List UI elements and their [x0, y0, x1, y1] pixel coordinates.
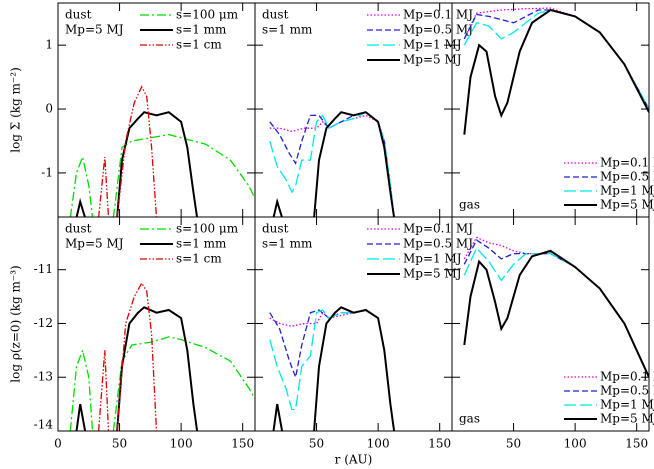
annotation: Mp=5 MJ [65, 23, 124, 37]
series-line [97, 281, 158, 431]
series-line [463, 8, 649, 135]
legend-label: s=1 cm [176, 252, 222, 266]
legend-label: s=1 mm [176, 237, 227, 251]
series-line [463, 236, 649, 378]
legend-label: s=1 mm [176, 23, 227, 37]
x-tick-label: 100 [564, 437, 587, 451]
x-tick-label: 0 [54, 437, 62, 451]
legend-label: Mp=1 MJ [600, 184, 654, 198]
series-line [269, 309, 395, 431]
y-tick-label: 1 [45, 38, 53, 52]
x-tick-label: 50 [309, 437, 324, 451]
annotation: gas [459, 412, 480, 426]
y-tick-label: -1 [41, 165, 53, 179]
x-tick-label: 150 [231, 437, 254, 451]
legend-label: Mp=0.5 MJ [600, 384, 654, 398]
legend-label: Mp=5 MJ [600, 412, 654, 426]
legend-label: Mp=1 MJ [600, 398, 654, 412]
series-line [75, 306, 199, 431]
x-tick-label: 100 [170, 437, 193, 451]
annotation: dust [65, 8, 92, 22]
y-tick-label: -11 [34, 262, 53, 276]
series-line [463, 247, 649, 378]
series-line [269, 309, 395, 431]
series-line [98, 85, 158, 217]
legend-label: s=1 cm [176, 38, 222, 52]
annotation: dust [262, 8, 289, 22]
y-tick-label: -14 [34, 418, 54, 432]
series-line [69, 336, 255, 431]
x-tick-label: 50 [506, 437, 521, 451]
annotation: dust [262, 222, 289, 236]
y-axis-label: log ρ(z=0) (kg m⁻³) [9, 265, 23, 382]
series-line [463, 249, 649, 378]
x-tick-label: 100 [367, 437, 390, 451]
y-tick-label: 0 [45, 102, 53, 116]
legend-label: Mp=5 MJ [600, 198, 654, 212]
annotation: gas [459, 198, 480, 212]
legend-label: Mp=0.1 MJ [600, 370, 654, 384]
series-line [75, 111, 199, 217]
annotation: s=1 mm [262, 237, 313, 251]
legend-label: Mp=5 MJ [403, 53, 462, 67]
legend-label: Mp=0.5 MJ [403, 237, 473, 251]
legend-label: Mp=1 MJ [403, 38, 462, 52]
series-line [269, 114, 395, 217]
legend-label: Mp=0.5 MJ [600, 170, 654, 184]
x-tick-label: 150 [428, 437, 451, 451]
series-line [272, 111, 396, 217]
legend-label: s=100 μm [176, 8, 239, 22]
legend-label: Mp=0.5 MJ [403, 23, 473, 37]
y-tick-label: -13 [34, 370, 53, 384]
legend-label: Mp=1 MJ [403, 252, 462, 266]
annotation: dust [65, 222, 92, 236]
x-tick-label: 150 [625, 437, 648, 451]
panel-frame [451, 216, 650, 432]
series-line [463, 7, 649, 110]
series-line [463, 239, 649, 378]
series-line [69, 133, 255, 217]
y-axis-label: log Σ (kg m⁻²) [9, 67, 23, 153]
x-axis-label: r (AU) [335, 453, 373, 467]
series-line [463, 9, 649, 110]
y-tick-label: -12 [34, 316, 53, 330]
legend-label: Mp=0.1 MJ [600, 156, 654, 170]
legend-label: Mp=0.1 MJ [403, 8, 473, 22]
legend-label: Mp=0.1 MJ [403, 222, 473, 236]
legend-label: Mp=5 MJ [403, 267, 462, 281]
annotation: Mp=5 MJ [65, 237, 124, 251]
series-line [272, 306, 396, 431]
series-line [269, 111, 395, 217]
series-line [269, 111, 395, 217]
series-line [269, 309, 395, 431]
x-tick-label: 50 [112, 437, 127, 451]
annotation: s=1 mm [262, 23, 313, 37]
legend-label: s=100 μm [176, 222, 239, 236]
